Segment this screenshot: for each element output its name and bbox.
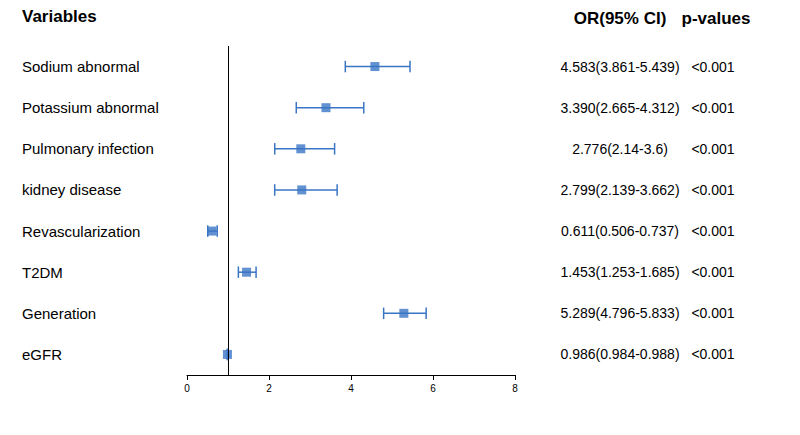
svg-text:<0.001: <0.001 [691,264,734,280]
svg-text:3.390(2.665-4.312): 3.390(2.665-4.312) [560,100,679,116]
svg-text:8: 8 [512,383,518,394]
svg-text:<0.001: <0.001 [691,346,734,362]
svg-text:2.799(2.139-3.662): 2.799(2.139-3.662) [560,182,679,198]
svg-text:OR(95% CI): OR(95% CI) [574,9,667,28]
svg-text:eGFR: eGFR [22,346,62,363]
svg-text:2: 2 [266,383,272,394]
svg-text:2.776(2.14-3.6): 2.776(2.14-3.6) [572,141,668,157]
svg-text:kidney disease: kidney disease [22,181,121,198]
svg-text:<0.001: <0.001 [691,305,734,321]
svg-text:<0.001: <0.001 [691,223,734,239]
svg-text:<0.001: <0.001 [691,141,734,157]
svg-text:Revascularization: Revascularization [22,223,140,240]
svg-text:4: 4 [348,383,354,394]
svg-text:Sodium abnormal: Sodium abnormal [22,58,140,75]
svg-text:0: 0 [184,383,190,394]
svg-text:6: 6 [430,383,436,394]
svg-text:Potassium abnormal: Potassium abnormal [22,99,159,116]
svg-text:Generation: Generation [22,305,96,322]
svg-text:<0.001: <0.001 [691,100,734,116]
svg-text:Variables: Variables [22,7,97,26]
svg-text:<0.001: <0.001 [691,59,734,75]
svg-text:p-values: p-values [682,9,751,28]
svg-text:0.986(0.984-0.988): 0.986(0.984-0.988) [560,346,679,362]
svg-text:4.583(3.861-5.439): 4.583(3.861-5.439) [560,59,679,75]
svg-text:Pulmonary infection: Pulmonary infection [22,140,154,157]
svg-text:0.611(0.506-0.737): 0.611(0.506-0.737) [561,223,679,239]
svg-text:5.289(4.796-5.833): 5.289(4.796-5.833) [560,305,679,321]
svg-text:T2DM: T2DM [22,264,63,281]
svg-text:1.453(1.253-1.685): 1.453(1.253-1.685) [560,264,679,280]
svg-text:<0.001: <0.001 [691,182,734,198]
